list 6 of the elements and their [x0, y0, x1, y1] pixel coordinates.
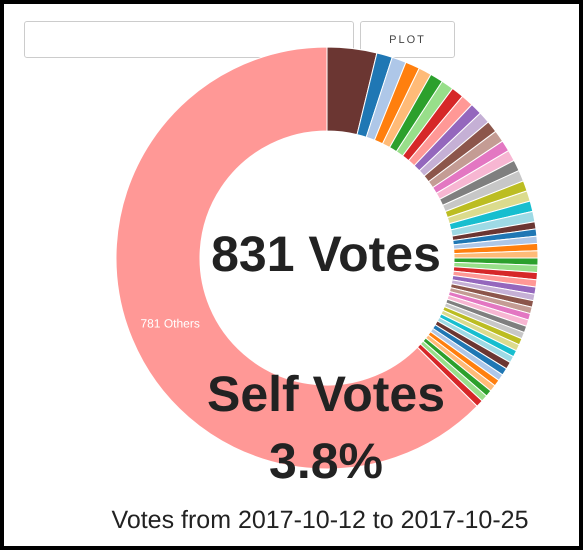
text: Self Votes [206, 365, 446, 423]
text: PLOT [360, 21, 455, 58]
text: 3.8% [269, 432, 383, 490]
text: 831 Votes [211, 225, 441, 283]
slice-label: 781 Others [140, 316, 200, 331]
text: Votes from 2017-10-12 to 2017-10-25 [112, 506, 528, 535]
